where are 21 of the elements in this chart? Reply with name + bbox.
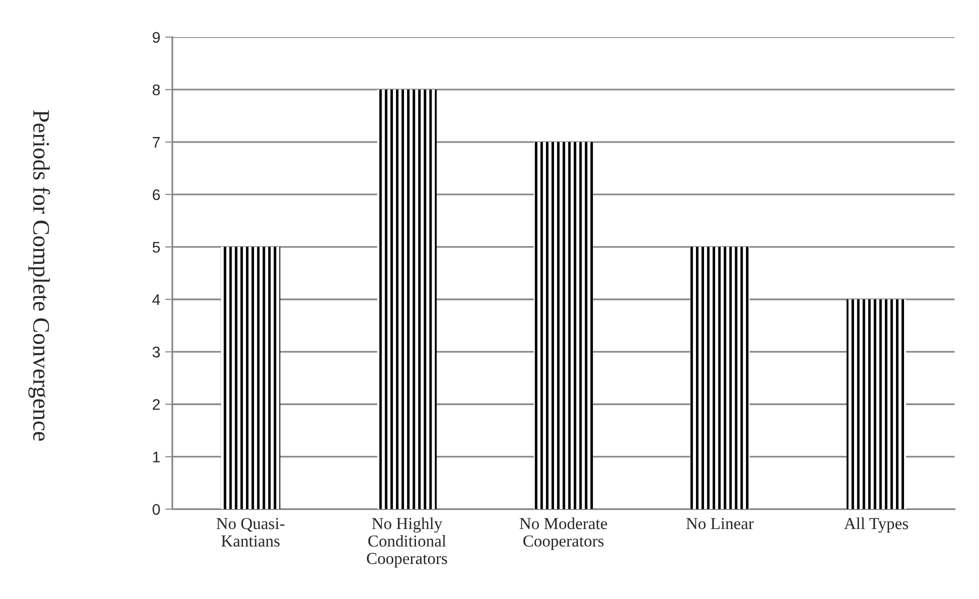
x-tick-label: No Quasi- Kantians (216, 518, 284, 547)
y-tick-label: 3 (152, 346, 160, 358)
y-tick-label: 9 (152, 32, 160, 43)
bar (534, 142, 594, 510)
y-tick-label: 4 (152, 294, 160, 305)
y-tick-label: 0 (152, 504, 160, 515)
bar (690, 246, 750, 510)
bar (220, 246, 280, 510)
x-tick-label: No Highly Conditional Cooperators (366, 517, 448, 568)
x-tick-label: No Moderate Cooperators (520, 517, 608, 550)
y-tick-label: 1 (153, 452, 160, 462)
y-tick-label: 2 (152, 399, 160, 410)
bar (377, 90, 437, 510)
x-tick-label: All Types (844, 517, 908, 533)
y-axis-title: Periods for Complete Convergence (28, 110, 50, 441)
y-tick-label: 5 (152, 242, 160, 253)
y-tick-label: 7 (152, 137, 160, 148)
y-tick-label: 8 (152, 84, 160, 96)
y-tick-label: 6 (152, 189, 160, 200)
bar (846, 299, 906, 510)
x-tick-label: No Linear (686, 518, 754, 530)
